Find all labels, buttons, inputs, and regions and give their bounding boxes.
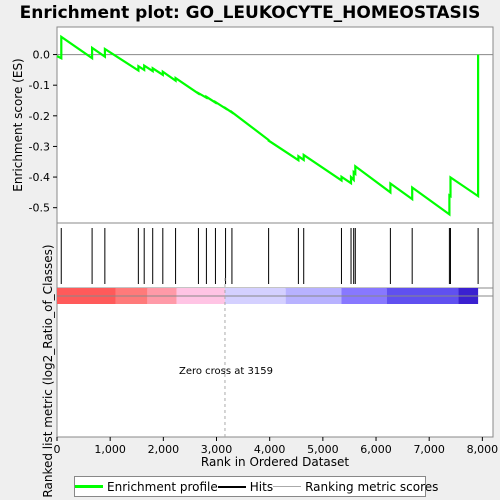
legend-item-hits: Hits [217, 479, 274, 494]
x-tick-label: 8,000 [467, 443, 499, 456]
y-tick-label: -0.3 [29, 140, 50, 153]
x-tick-label: 2,000 [148, 443, 180, 456]
x-axis-label: Rank in Ordered Dataset [201, 455, 349, 469]
metric-panel [56, 287, 494, 438]
es-panel [56, 26, 494, 224]
y-tick-label: -0.5 [29, 202, 50, 215]
x-tick-label: 1,000 [94, 443, 126, 456]
x-tick-label: 0 [54, 443, 61, 456]
y-tick-label: -0.4 [29, 171, 50, 184]
x-tick-label: 7,000 [413, 443, 445, 456]
chart-title: Enrichment plot: GO_LEUKOCYTE_HOMEOSTASI… [20, 3, 481, 23]
legend: Enrichment profile Hits Ranking metric s… [74, 476, 438, 497]
y-tick-label: 0.0 [33, 49, 51, 62]
enrichment-profile-line [56, 34, 480, 217]
legend-item-profile: Enrichment profile [75, 480, 218, 494]
y-tick-label: -0.1 [29, 79, 50, 92]
legend-item-metric: Ranking metric scores [273, 480, 438, 494]
metric-axis-label: Ranked list metric (log2_Ratio_of_Classe… [41, 244, 55, 497]
profile-swatch-icon [75, 485, 103, 488]
legend-label-profile: Enrichment profile [107, 479, 218, 494]
es-axis-label: Enrichment score (ES) [11, 58, 25, 191]
x-tick-label: 4,000 [254, 443, 286, 456]
legend-label-metric: Ranking metric scores [305, 479, 439, 494]
hits-panel [56, 222, 494, 289]
x-tick-label: 3,000 [201, 443, 233, 456]
legend-label-hits: Hits [249, 479, 274, 494]
zero-cross-annotation: Zero cross at 3159 [179, 366, 273, 377]
x-tick-label: 6,000 [360, 443, 392, 456]
x-tick-label: 5,000 [307, 443, 339, 456]
metric-swatch-icon [273, 486, 302, 487]
y-tick-label: -0.2 [29, 110, 50, 123]
hits-swatch-icon [217, 485, 246, 488]
